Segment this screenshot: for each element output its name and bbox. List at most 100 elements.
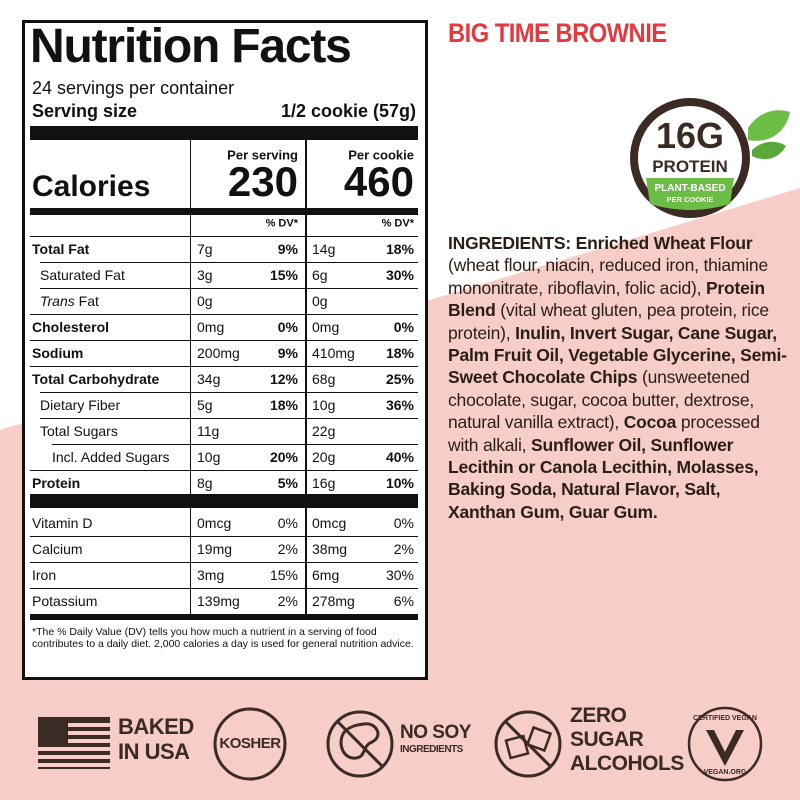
divider <box>30 494 418 508</box>
amount: 278mg <box>312 593 355 609</box>
ingredient-text: Cocoa <box>623 412 677 433</box>
nutrient-name-rest: Fat <box>78 293 99 309</box>
rule-line <box>40 288 418 289</box>
vegan-icon: CERTIFIED VEGAN VEGAN.ORG <box>687 706 763 782</box>
daily-value: 2% <box>393 541 414 557</box>
daily-value: 9% <box>277 345 298 361</box>
daily-value: 9% <box>277 241 298 257</box>
amount: 19mg <box>197 541 233 557</box>
footnote: *The % Daily Value (DV) tells you how mu… <box>32 626 414 650</box>
nutrient-name: Total Fat <box>32 241 90 257</box>
kosher-circle <box>213 707 287 781</box>
column-header: Per cookie <box>348 147 414 163</box>
amount: 20g <box>312 449 336 465</box>
rule-line <box>40 392 418 393</box>
nutrient-name: Total Carbohydrate <box>32 371 160 387</box>
vitamin-name: Calcium <box>32 541 83 557</box>
ingredient-text: INGREDIENTS: Enriched Wheat Flour <box>448 233 753 253</box>
claim-line: ZERO <box>570 704 627 727</box>
nutrient-name: Dietary Fiber <box>40 397 121 413</box>
flag-icon <box>38 717 110 769</box>
daily-value: 30% <box>385 567 414 583</box>
vitamin-name: Vitamin D <box>32 515 93 531</box>
daily-value: 18% <box>269 397 298 413</box>
badge-ribbon-text: PLANT-BASED <box>654 183 725 194</box>
amount: 139mg <box>197 593 240 609</box>
nutrition-label: Nutrition Facts 24 servings per container… <box>22 20 428 680</box>
amount: 7g <box>197 241 213 257</box>
calories-value: 460 <box>343 158 414 205</box>
nutrient-name: Total Sugars <box>40 423 118 439</box>
amount: 3mg <box>197 567 225 583</box>
vegan-circle <box>687 706 763 782</box>
amount: 410mg <box>312 345 355 361</box>
claim-kosher: KOSHER <box>219 735 281 752</box>
amount: 0mg <box>312 319 340 335</box>
rule-line <box>30 236 418 237</box>
daily-value: 18% <box>385 345 414 361</box>
daily-value: 2% <box>277 593 298 609</box>
amount: 10g <box>312 397 336 413</box>
amount: 68g <box>312 371 336 387</box>
sugar-cube <box>504 734 530 760</box>
sugar-cube <box>525 725 553 753</box>
amount: 14g <box>312 241 336 257</box>
amount: 0mcg <box>197 515 232 531</box>
daily-value: 18% <box>385 241 414 257</box>
rule-line <box>30 470 418 471</box>
daily-value: 0% <box>393 515 414 531</box>
rule-line <box>30 536 418 537</box>
rule-line <box>30 562 418 563</box>
claim-baked: BAKED IN USA <box>118 714 194 764</box>
amount: 6mg <box>312 567 340 583</box>
flag-stripe <box>68 739 110 743</box>
daily-value: 36% <box>385 397 414 413</box>
ingredient-text: Inulin, Invert Sugar, Cane Sugar, Palm F… <box>448 322 787 388</box>
divider <box>30 126 418 140</box>
badge-ribbon <box>646 178 734 210</box>
badge-ribbon-sub: PER COOKIE <box>666 195 713 204</box>
nutrient-name: Cholesterol <box>32 319 110 335</box>
amount: 0mg <box>197 319 225 335</box>
claim-line: ALCOHOLS <box>570 752 684 775</box>
daily-value: 15% <box>269 567 298 583</box>
flag-stripe <box>38 755 110 759</box>
rule-line <box>30 314 418 315</box>
flag-stripe <box>68 731 110 735</box>
daily-value: 30% <box>385 267 414 283</box>
amount: 10g <box>197 449 221 465</box>
ingredient-text: Protein Blend <box>448 277 765 321</box>
ingredient-text: (unsweetened chocolate, sugar, cocoa but… <box>448 367 755 433</box>
amount: 11g <box>197 423 220 439</box>
daily-value: 0% <box>393 319 414 335</box>
flag-stripe <box>68 723 110 727</box>
calories-label: Calories <box>32 170 151 203</box>
amount: 5g <box>197 397 213 413</box>
flag-stripe <box>38 747 110 751</box>
amount: 0g <box>312 293 328 309</box>
rule-line <box>40 418 418 419</box>
daily-value: 6% <box>393 593 414 609</box>
vitamin-name: Iron <box>32 567 57 583</box>
ingredient-text: (vital wheat gluten, pea protein, rice p… <box>448 300 769 343</box>
dv-header: % DV* <box>381 217 414 230</box>
badge-label: PROTEIN <box>652 157 728 176</box>
serving-size: 1/2 cookie (57g) <box>280 101 416 121</box>
no-soy-slash <box>336 720 384 768</box>
claim-no-soy: NO SOY INGREDIENTS <box>400 723 471 758</box>
column-divider <box>190 140 191 614</box>
zero-sugar-icon <box>494 710 562 778</box>
badge-amount: 16G <box>656 115 724 156</box>
product-name: BIG TIME BROWNIE <box>448 18 667 48</box>
serving-size-label: Serving size <box>32 101 138 121</box>
amount: 16g <box>312 475 336 491</box>
nutrient-italic: Trans <box>40 293 75 309</box>
divider <box>30 614 418 620</box>
claim-line: INGREDIENTS <box>400 744 463 755</box>
nutrient-name: Protein <box>32 475 81 491</box>
zero-sugar-slash <box>504 720 552 768</box>
ingredient-text: processed with alkali, <box>448 412 760 455</box>
rule-line <box>40 262 418 263</box>
claim-zero-sugar: ZERO SUGAR ALCOHOLS <box>570 704 684 776</box>
